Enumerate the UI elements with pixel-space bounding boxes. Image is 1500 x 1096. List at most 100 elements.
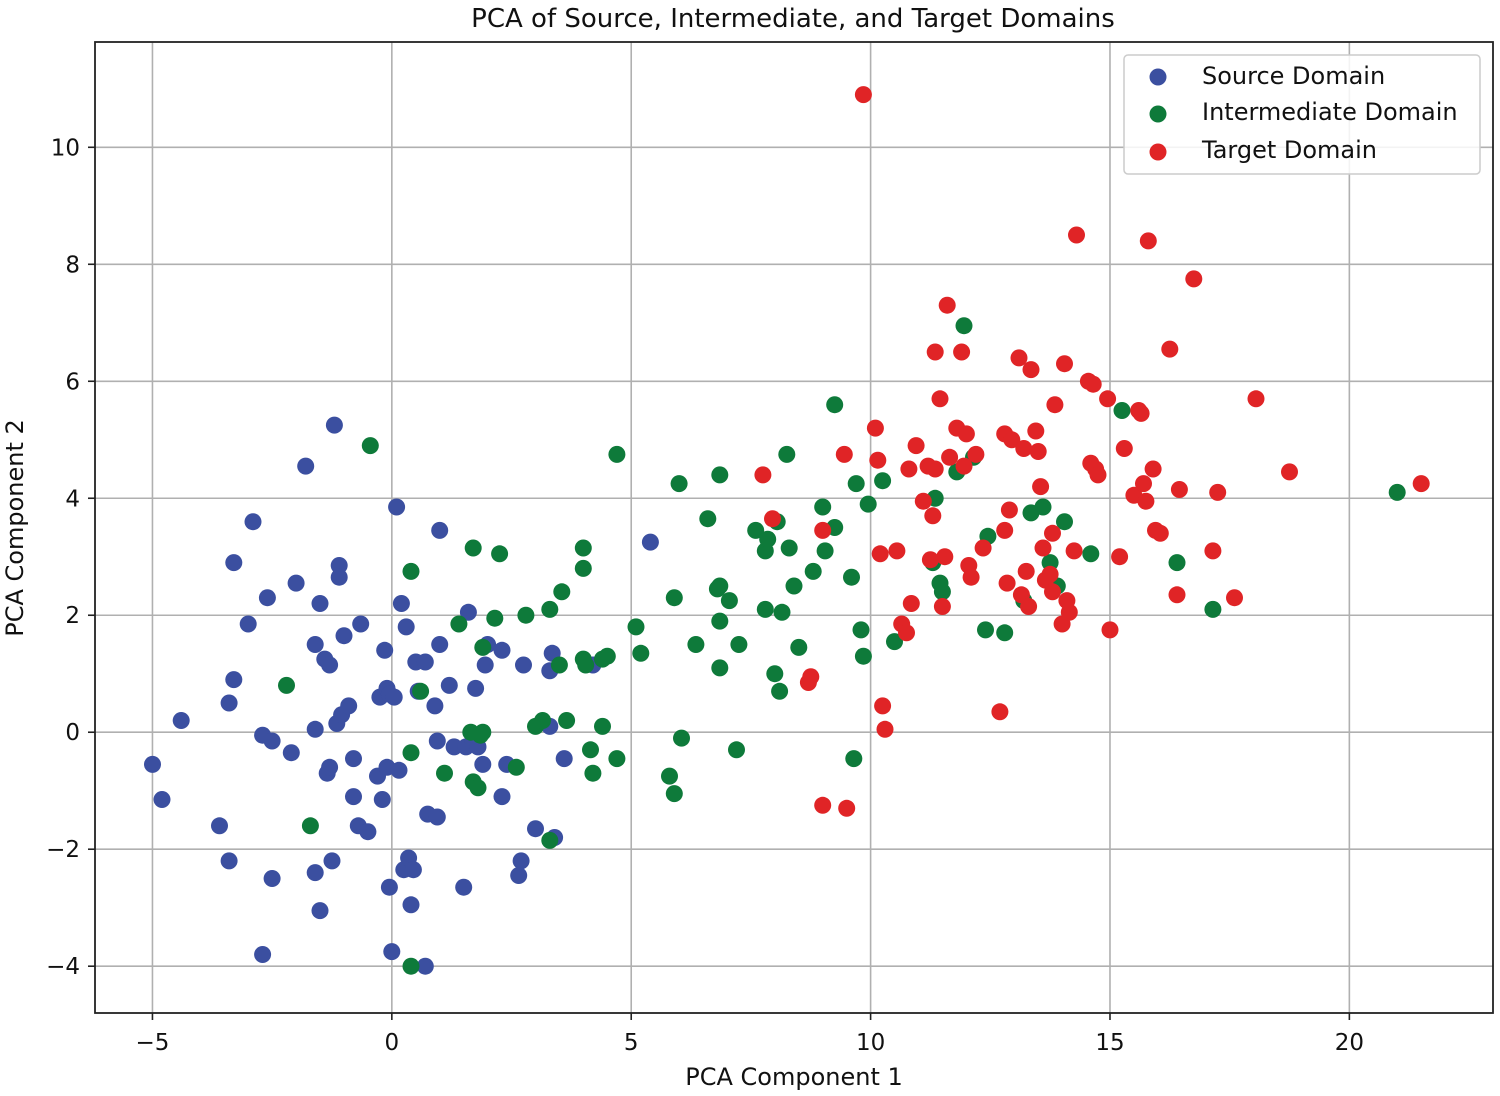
- target-point: [1137, 492, 1155, 510]
- intermediate-point: [1041, 554, 1059, 572]
- target-point: [1204, 542, 1222, 560]
- intermediate-point: [402, 562, 420, 580]
- target-point: [900, 460, 918, 478]
- intermediate-point: [711, 659, 729, 677]
- target-point: [814, 521, 832, 539]
- source-point: [459, 603, 477, 621]
- target-point: [926, 460, 944, 478]
- intermediate-point: [852, 621, 870, 639]
- source-point: [340, 697, 358, 715]
- intermediate-point: [534, 712, 552, 729]
- intermediate-point: [711, 466, 729, 484]
- intermediate-point: [436, 764, 453, 782]
- target-point: [876, 720, 894, 738]
- target-point: [955, 457, 973, 475]
- source-point: [263, 870, 281, 887]
- source-point: [455, 878, 473, 896]
- source-point: [306, 720, 324, 738]
- intermediate-point: [996, 624, 1014, 642]
- source-point: [445, 738, 463, 756]
- source-point: [323, 852, 341, 870]
- target-point: [1044, 583, 1061, 601]
- target-point: [1041, 565, 1059, 583]
- intermediate-point: [730, 636, 748, 653]
- target-point: [1115, 440, 1133, 457]
- target-point: [1003, 431, 1021, 449]
- target-point: [1139, 232, 1157, 250]
- target-point: [1060, 603, 1078, 621]
- source-point: [345, 788, 362, 806]
- intermediate-point: [859, 495, 877, 513]
- target-point: [1032, 478, 1050, 496]
- source-point: [220, 852, 238, 870]
- target-point: [902, 595, 920, 612]
- target-point: [931, 390, 949, 408]
- source-point: [172, 712, 190, 729]
- source-point: [383, 943, 401, 961]
- source-point: [258, 589, 276, 607]
- intermediate-point: [301, 817, 319, 835]
- target-point: [1170, 481, 1188, 498]
- intermediate-point: [594, 717, 611, 735]
- intermediate-point: [711, 577, 729, 595]
- x-tick-label: 0: [385, 1030, 400, 1056]
- y-tick-label: 6: [65, 369, 80, 395]
- intermediate-point: [491, 545, 509, 563]
- target-point: [1015, 440, 1033, 457]
- data-points: [144, 86, 1430, 975]
- legend-marker-intermediate: [1149, 105, 1167, 123]
- source-point: [426, 697, 444, 715]
- target-point: [1029, 443, 1047, 460]
- target-point: [938, 296, 956, 314]
- source-point: [306, 864, 324, 882]
- source-point: [641, 533, 659, 551]
- target-point: [1412, 475, 1430, 493]
- source-point: [388, 498, 406, 516]
- target-point: [1226, 589, 1243, 607]
- target-point: [1209, 483, 1227, 501]
- intermediate-point: [582, 741, 599, 759]
- source-point: [527, 820, 544, 838]
- intermediate-point: [711, 612, 729, 630]
- source-point: [239, 615, 257, 633]
- target-point: [924, 507, 942, 525]
- source-point: [416, 653, 434, 671]
- legend-label-source: Source Domain: [1202, 62, 1385, 90]
- legend-marker-target: [1149, 143, 1167, 161]
- target-point: [835, 445, 853, 463]
- intermediate-point: [847, 475, 865, 493]
- target-point: [898, 624, 915, 642]
- target-point: [967, 445, 985, 463]
- y-tick-label: 4: [65, 486, 80, 512]
- source-point: [311, 595, 329, 612]
- intermediate-point: [1082, 545, 1100, 563]
- target-point: [1022, 361, 1040, 379]
- source-point: [153, 791, 171, 808]
- target-point: [914, 492, 932, 510]
- intermediate-point: [826, 396, 844, 414]
- source-point: [297, 457, 315, 475]
- intermediate-point: [790, 638, 808, 656]
- target-point: [1144, 460, 1162, 478]
- source-point: [225, 671, 243, 689]
- intermediate-point: [665, 589, 683, 607]
- intermediate-point: [584, 764, 602, 782]
- target-point: [1056, 355, 1073, 373]
- source-point: [330, 568, 348, 586]
- target-point: [933, 598, 951, 615]
- intermediate-point: [804, 562, 822, 580]
- source-point: [373, 791, 391, 808]
- target-point: [754, 466, 772, 484]
- intermediate-point: [541, 831, 559, 849]
- target-point: [866, 419, 884, 437]
- legend: Source Domain Intermediate Domain Target…: [1123, 54, 1481, 175]
- target-point: [764, 510, 781, 528]
- intermediate-point: [402, 744, 420, 762]
- source-point: [321, 758, 339, 776]
- intermediate-point: [507, 758, 525, 776]
- target-point: [907, 437, 925, 455]
- target-point: [1281, 463, 1298, 481]
- x-axis-label: PCA Component 1: [685, 1063, 903, 1091]
